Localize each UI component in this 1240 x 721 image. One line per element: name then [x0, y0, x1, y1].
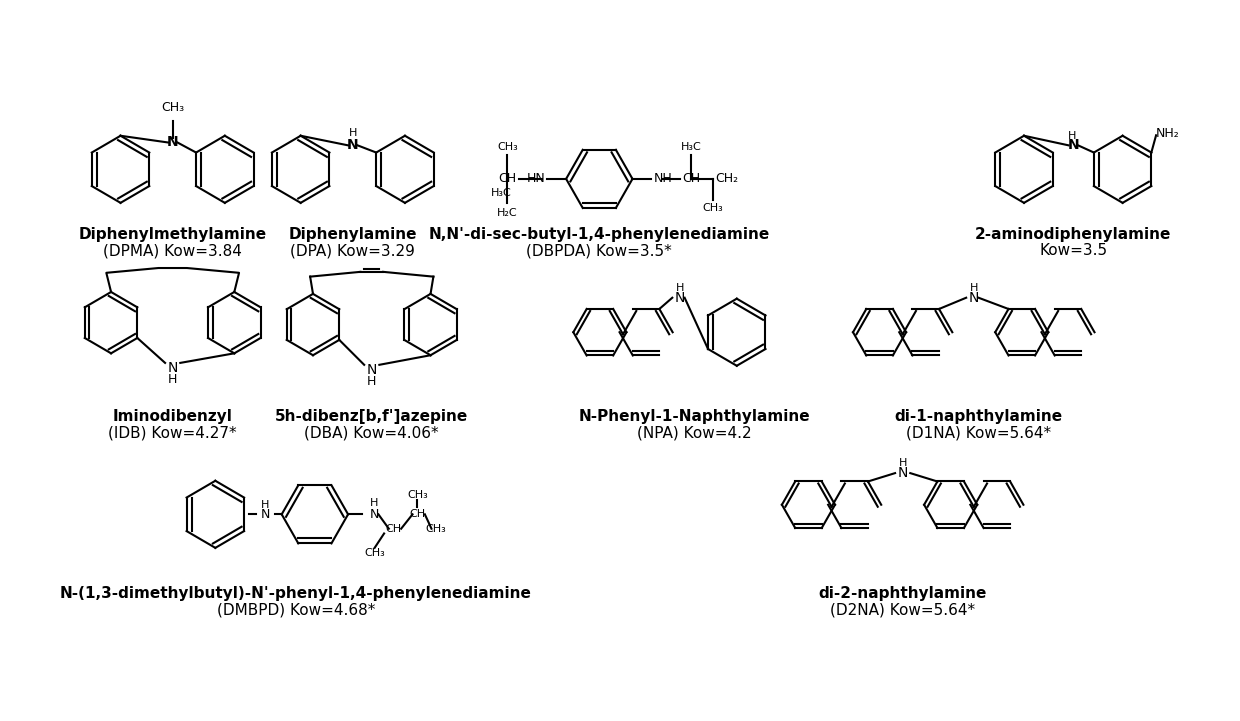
Text: H: H — [260, 500, 269, 510]
Text: N: N — [1068, 138, 1079, 152]
Text: (NPA) Kow=4.2: (NPA) Kow=4.2 — [637, 425, 751, 441]
Text: CH: CH — [409, 509, 425, 519]
Text: N: N — [370, 508, 379, 521]
Text: (D2NA) Kow=5.64*: (D2NA) Kow=5.64* — [830, 603, 975, 617]
Text: N: N — [347, 138, 358, 152]
Text: (DPA) Kow=3.29: (DPA) Kow=3.29 — [290, 243, 415, 258]
Text: 5h-dibenz[b,f']azepine: 5h-dibenz[b,f']azepine — [275, 409, 469, 424]
Text: H: H — [1068, 131, 1076, 141]
Text: N: N — [367, 363, 377, 376]
Text: NH: NH — [653, 172, 672, 185]
Text: (DBPDA) Kow=3.5*: (DBPDA) Kow=3.5* — [527, 243, 672, 258]
Text: CH: CH — [498, 172, 517, 185]
Text: CH₃: CH₃ — [497, 142, 518, 152]
Text: N: N — [675, 291, 684, 305]
Text: N: N — [167, 136, 179, 149]
Text: (DMBPD) Kow=4.68*: (DMBPD) Kow=4.68* — [217, 603, 376, 617]
Text: H₃C: H₃C — [490, 188, 511, 198]
Text: N: N — [898, 466, 908, 480]
Text: di-1-naphthylamine: di-1-naphthylamine — [894, 409, 1063, 424]
Text: CH₃: CH₃ — [407, 490, 428, 500]
Text: H: H — [167, 373, 177, 386]
Text: CH: CH — [682, 172, 699, 185]
Text: (DPMA) Kow=3.84: (DPMA) Kow=3.84 — [103, 243, 242, 258]
Text: NH₂: NH₂ — [1156, 127, 1179, 140]
Text: Kow=3.5: Kow=3.5 — [1039, 243, 1107, 258]
Text: H: H — [348, 128, 357, 138]
Text: CH₂: CH₂ — [715, 172, 738, 185]
Text: CH: CH — [386, 523, 402, 534]
Text: CH₃: CH₃ — [365, 548, 384, 557]
Text: N-(1,3-dimethylbutyl)-N'-phenyl-1,4-phenylenediamine: N-(1,3-dimethylbutyl)-N'-phenyl-1,4-phen… — [60, 586, 532, 601]
Text: CH₃: CH₃ — [161, 101, 185, 114]
Text: N: N — [260, 508, 270, 521]
Text: N-Phenyl-1-Naphthylamine: N-Phenyl-1-Naphthylamine — [578, 409, 810, 424]
Text: Diphenylmethylamine: Diphenylmethylamine — [78, 227, 267, 242]
Text: H₃C: H₃C — [681, 142, 702, 152]
Text: CH₃: CH₃ — [703, 203, 723, 213]
Text: N: N — [167, 360, 177, 375]
Text: H: H — [899, 459, 906, 469]
Text: H: H — [367, 375, 377, 388]
Text: di-2-naphthylamine: di-2-naphthylamine — [818, 586, 987, 601]
Text: (D1NA) Kow=5.64*: (D1NA) Kow=5.64* — [906, 425, 1052, 441]
Text: Iminodibenzyl: Iminodibenzyl — [113, 409, 233, 424]
Text: (IDB) Kow=4.27*: (IDB) Kow=4.27* — [108, 425, 237, 441]
Text: (DBA) Kow=4.06*: (DBA) Kow=4.06* — [305, 425, 439, 441]
Text: N,N'-di-sec-butyl-1,4-phenylenediamine: N,N'-di-sec-butyl-1,4-phenylenediamine — [429, 227, 770, 242]
Text: CH₃: CH₃ — [425, 523, 446, 534]
Text: H₂C: H₂C — [497, 208, 517, 218]
Text: H: H — [370, 497, 378, 508]
Text: N: N — [968, 291, 978, 305]
Text: Diphenylamine: Diphenylamine — [289, 227, 417, 242]
Text: HN: HN — [527, 172, 546, 185]
Text: H: H — [676, 283, 684, 293]
Text: H: H — [970, 283, 978, 293]
Text: 2-aminodiphenylamine: 2-aminodiphenylamine — [975, 227, 1172, 242]
